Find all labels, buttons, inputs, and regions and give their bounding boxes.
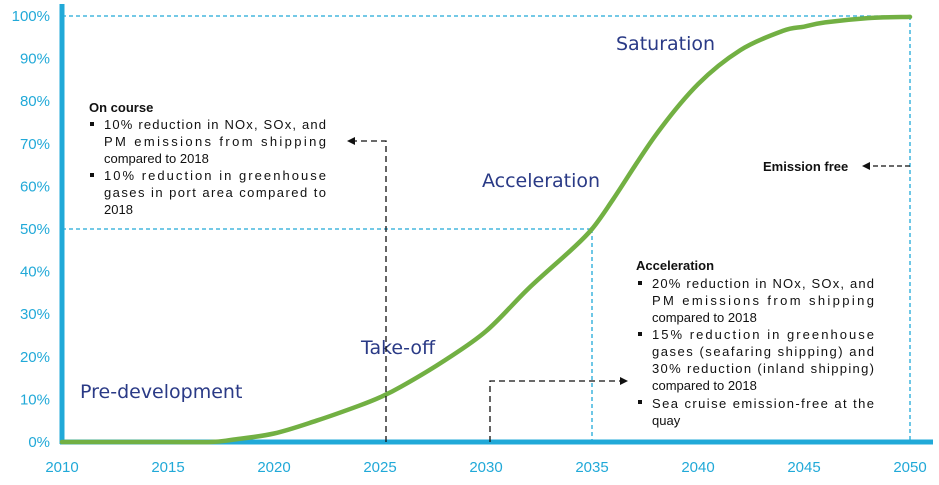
y-tick-label: 70% [20,136,50,153]
annotation-line: compared to 2018 [652,378,757,393]
annotation-line: Sea cruise emission-free at the [652,396,874,411]
annotation-line: compared to 2018 [652,310,757,325]
y-tick-label: 100% [12,8,50,25]
series-line-transition-curve [59,14,913,445]
arrow-2030-to-acceleration [489,377,628,442]
annotation-line: 10% reduction in NOx, SOx, and [104,117,326,132]
annotation-title: Acceleration [636,258,714,273]
annotation-line: 15% reduction in greenhouse [652,327,874,342]
annotation-line: 20% reduction in NOx, SOx, and [652,276,874,291]
y-tick-label: 90% [20,51,50,68]
annotation-emission-free: Emission free [763,159,848,174]
phase-label-saturation: Saturation [616,33,715,55]
y-tick-label: 50% [20,221,50,238]
annotation-line: 2018 [104,202,133,217]
annotation-line: 30% reduction (inland shipping) [652,361,874,376]
x-tick-label: 2020 [257,459,290,476]
annotation-title: On course [89,100,153,115]
arrow-2025-to-on-course [347,137,387,442]
x-tick-label: 2025 [363,459,396,476]
bullet-icon [90,122,94,126]
annotation-line: PM emissions from shipping [652,293,874,308]
x-tick-label: 2045 [787,459,820,476]
y-tick-label: 30% [20,306,50,323]
bullet-icon [90,173,94,177]
phase-label-take-off: Take-off [360,337,436,359]
annotation-line: quay [652,413,681,428]
bullet-icon [638,281,642,285]
x-tick-label: 2010 [45,459,78,476]
annotation-line: gases (seafaring shipping) and [652,344,874,359]
phase-label-acceleration: Acceleration [482,170,600,192]
y-tick-label: 60% [20,178,50,195]
x-tick-label: 2030 [469,459,502,476]
y-tick-label: 40% [20,264,50,281]
x-tick-label: 2040 [681,459,714,476]
annotation-line: compared to 2018 [104,151,209,166]
y-tick-label: 80% [20,93,50,110]
y-tick-label: 10% [20,391,50,408]
y-tick-label: 0% [28,434,50,451]
y-tick-label: 20% [20,349,50,366]
annotation-line: 10% reduction in greenhouse [104,168,326,183]
annotation-line: PM emissions from shipping [104,134,326,149]
annotation-acceleration: Acceleration 20% reduction in NOx, SOx, … [636,258,874,428]
bullet-icon [638,400,642,404]
annotation-on-course: On course 10% reduction in NOx, SOx, and… [89,100,326,217]
y-tick-labels: 0% 10% 20% 30% 40% 50% 60% 70% 80% 90% 100% [12,8,50,451]
annotation-line: gases in port area compared to [104,185,326,200]
x-tick-label: 2015 [151,459,184,476]
x-tick-label: 2050 [893,459,926,476]
x-tick-labels: 2010 2015 2020 2025 2030 2035 2040 2045 2050 [45,459,926,476]
bullet-icon [638,332,642,336]
x-tick-label: 2035 [575,459,608,476]
phase-label-pre-development: Pre-development [80,381,242,403]
